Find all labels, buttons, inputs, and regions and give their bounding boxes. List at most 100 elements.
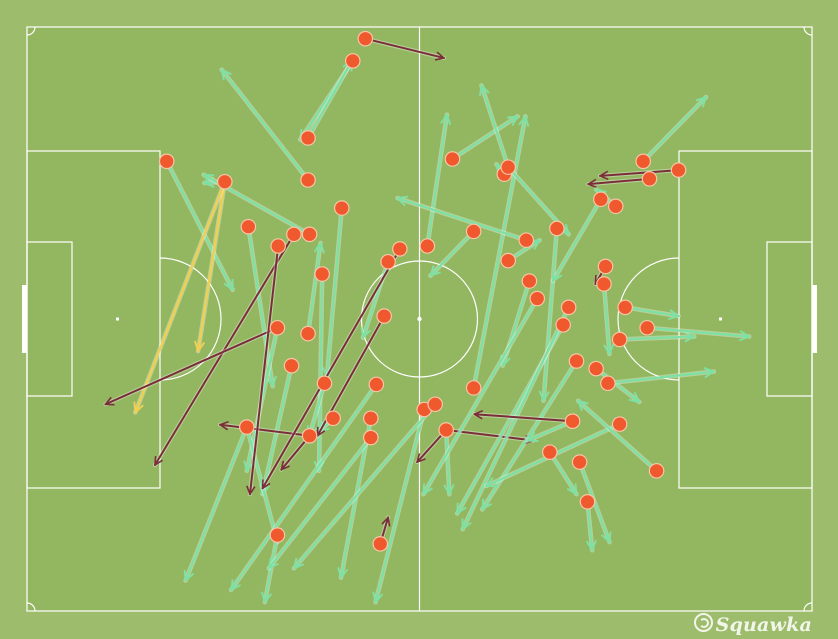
pass-line-successful (306, 243, 321, 335)
pass-origin-marker (670, 162, 687, 178)
pass-origin-marker (363, 410, 379, 427)
pass-line-unsuccessful (261, 247, 401, 488)
pass-origin-marker (325, 410, 341, 427)
pass-origin-marker (372, 536, 389, 552)
pass-origin-marker (438, 422, 454, 438)
pass-origin-marker (269, 319, 286, 336)
pass-line-successful (319, 272, 322, 471)
pass-origin-marker (419, 238, 436, 254)
corner-arc-bottom-left (26, 602, 36, 612)
pass-line-successful (263, 364, 293, 494)
pass-origin-marker (564, 413, 581, 429)
pass-line-successful (327, 206, 343, 377)
pass-origin-marker (500, 159, 517, 175)
pass-line-unsuccessful (474, 414, 574, 423)
centre-circle (360, 260, 479, 378)
pass-line-unsuccessful (153, 233, 295, 465)
pass-origin-marker (300, 172, 316, 188)
pass-origin-marker (611, 331, 628, 348)
pass-line-successful (482, 85, 510, 169)
pass-line-successful (623, 306, 678, 316)
squawka-watermark: Squawka (693, 613, 812, 636)
pass-origin-marker (376, 308, 392, 324)
pass-origin-marker (568, 353, 585, 369)
pass-line-successful (446, 428, 449, 494)
pass-origin-marker (465, 223, 482, 240)
pass-origin-marker (639, 319, 655, 336)
pass-line-successful (222, 70, 310, 182)
left-penalty-spot (116, 317, 119, 321)
pass-line-successful (231, 383, 378, 590)
pass-origin-marker (300, 130, 316, 146)
pass-line-successful (186, 425, 249, 581)
pass-line-unsuccessful (364, 37, 444, 58)
pass-line-successful (472, 116, 526, 390)
pass-origin-marker (158, 153, 175, 170)
pass-line-unsuccessful (600, 169, 680, 176)
pass-origin-marker (286, 226, 302, 243)
pass-origin-marker (269, 527, 286, 543)
pass-origin-marker (363, 429, 379, 446)
pass-line-key (198, 180, 227, 351)
pass-origin-marker (301, 226, 318, 243)
pass-line-successful (426, 115, 447, 248)
pass-line-successful (602, 282, 609, 354)
pass-origin-marker (607, 198, 624, 215)
pass-origin-marker (314, 266, 330, 282)
pass-origin-marker (555, 317, 571, 333)
pass-line-unsuccessful (106, 326, 279, 405)
pass-origin-marker (518, 232, 535, 248)
pass-origin-marker (427, 396, 443, 413)
centre-spot (417, 316, 422, 322)
pass-origin-marker (316, 375, 333, 392)
pass-origin-marker (588, 360, 604, 377)
right-penalty-arc (617, 257, 680, 381)
pass-origin-marker (571, 454, 588, 470)
pass-origin-marker (635, 153, 652, 170)
pass-line-successful (548, 450, 578, 494)
pass-origin-marker (600, 375, 616, 392)
pass-origins (158, 30, 687, 552)
pass-origin-marker (444, 151, 461, 167)
pass-origin-marker (368, 376, 385, 393)
pass-line-successful (422, 297, 539, 495)
pass-line-successful (376, 408, 426, 603)
pass-line-successful (587, 500, 592, 550)
left-penalty-arc (159, 257, 222, 381)
watermark-text: Squawka (715, 614, 812, 636)
pass-line-unsuccessful (250, 245, 280, 494)
squawka-logo-icon (693, 613, 713, 632)
pass-origin-marker (542, 444, 558, 460)
pass-line-successful (618, 337, 695, 340)
pass-line-successful (578, 401, 658, 473)
pass-line-successful (606, 372, 714, 385)
pass-origin-marker (380, 253, 396, 270)
left-goal (22, 285, 27, 353)
pass-line-successful (363, 260, 390, 338)
pitch-markings (22, 26, 817, 612)
pass-line-successful (310, 382, 326, 436)
pass-origin-marker (597, 258, 614, 275)
pass-origin-marker (357, 30, 374, 47)
right-penalty-spot (719, 317, 722, 321)
pass-origin-marker (617, 299, 633, 316)
pass-origin-marker (300, 325, 316, 342)
pass-line-successful (551, 198, 603, 281)
pass-line-successful (269, 436, 373, 569)
pass-line-successful (294, 403, 437, 568)
pass-origin-marker (465, 380, 482, 396)
pass-origin-marker (579, 493, 596, 510)
pass-origin-marker (529, 290, 546, 307)
pass-origin-marker (283, 357, 300, 374)
pass-line-successful (247, 225, 272, 386)
pass-origin-marker (239, 419, 255, 435)
pass-origin-marker (593, 191, 609, 208)
pass-origin-marker (611, 416, 628, 432)
pass-origin-marker (596, 276, 612, 292)
pass-origin-marker (521, 273, 538, 289)
pass-origin-marker (301, 427, 318, 444)
pass-origin-marker (270, 238, 286, 254)
pass-origin-marker (560, 299, 577, 316)
